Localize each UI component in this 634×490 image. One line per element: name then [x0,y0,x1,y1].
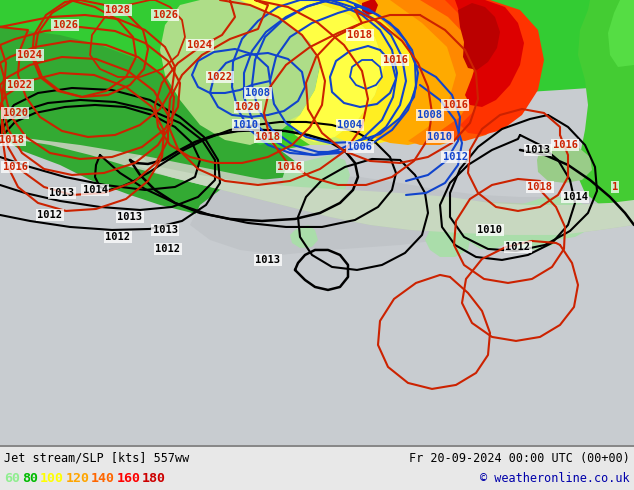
Text: 1018: 1018 [527,182,552,192]
Text: 1022: 1022 [207,72,233,82]
Text: Jet stream/SLP [kts] 557ww: Jet stream/SLP [kts] 557ww [4,452,190,465]
Text: 1022: 1022 [8,80,32,90]
Text: 1006: 1006 [347,142,373,152]
Text: Fr 20-09-2024 00:00 UTC (00+00): Fr 20-09-2024 00:00 UTC (00+00) [409,452,630,465]
Text: 1013: 1013 [153,225,178,235]
Text: 1018: 1018 [256,132,280,142]
Text: 140: 140 [91,472,115,485]
Bar [0,445,634,447]
Polygon shape [240,0,385,142]
Polygon shape [537,145,592,183]
Text: 1004: 1004 [337,120,363,130]
Text: 1008: 1008 [418,110,443,120]
Polygon shape [390,0,505,145]
Text: 1016: 1016 [3,162,27,172]
Text: 1016: 1016 [278,162,302,172]
Polygon shape [518,197,592,240]
Polygon shape [460,217,510,249]
Text: 1026: 1026 [153,10,178,20]
Text: 60: 60 [4,472,20,485]
Text: 120: 120 [65,472,89,485]
Polygon shape [420,0,530,141]
Polygon shape [0,0,634,445]
Polygon shape [0,135,634,235]
Text: 1010: 1010 [477,225,503,235]
Polygon shape [0,0,634,150]
Text: 1018: 1018 [347,30,373,40]
Text: 1012: 1012 [505,242,531,252]
Text: 1012: 1012 [37,210,63,220]
Polygon shape [160,0,320,145]
Text: 1026: 1026 [53,20,77,30]
Text: 1013: 1013 [49,188,75,198]
Text: 1012: 1012 [155,244,181,254]
Text: 1028: 1028 [105,5,131,15]
Text: 80: 80 [22,472,38,485]
Text: 1016: 1016 [443,100,467,110]
Polygon shape [0,175,634,445]
Text: 1008: 1008 [245,88,271,98]
Text: 1010: 1010 [233,120,259,130]
Text: 1024: 1024 [188,40,212,50]
Polygon shape [130,155,634,235]
Text: 160: 160 [117,472,141,485]
Polygon shape [355,0,478,145]
Text: 180: 180 [142,472,166,485]
Polygon shape [425,227,470,257]
Text: 1010: 1010 [427,132,453,142]
Polygon shape [488,207,562,250]
Polygon shape [362,0,378,15]
Text: 1013: 1013 [256,255,280,265]
Text: 1013: 1013 [526,145,550,155]
Text: 1020: 1020 [235,102,261,112]
Polygon shape [310,0,438,145]
Text: 1013: 1013 [117,212,143,222]
Text: © weatheronline.co.uk: © weatheronline.co.uk [481,472,630,485]
Polygon shape [600,0,634,67]
Polygon shape [282,155,350,205]
Text: 1018: 1018 [0,135,25,145]
Text: 1014: 1014 [562,192,588,202]
Text: 100: 100 [40,472,64,485]
Text: 1014: 1014 [82,185,108,195]
Polygon shape [0,0,634,145]
Text: 1012: 1012 [443,152,467,162]
Polygon shape [455,0,524,107]
Polygon shape [0,0,355,250]
Text: 1016: 1016 [382,55,408,65]
Polygon shape [578,0,634,207]
Polygon shape [458,3,500,70]
Text: 1020: 1020 [3,108,27,118]
Polygon shape [290,225,318,248]
Polygon shape [260,0,390,145]
Text: 1024: 1024 [18,50,42,60]
Polygon shape [445,0,544,135]
Text: 1: 1 [612,182,618,192]
Text: 1016: 1016 [552,140,578,150]
Text: 1012: 1012 [105,232,131,242]
